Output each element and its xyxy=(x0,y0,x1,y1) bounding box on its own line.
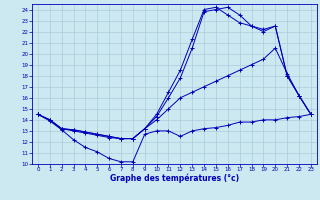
X-axis label: Graphe des températures (°c): Graphe des températures (°c) xyxy=(110,174,239,183)
